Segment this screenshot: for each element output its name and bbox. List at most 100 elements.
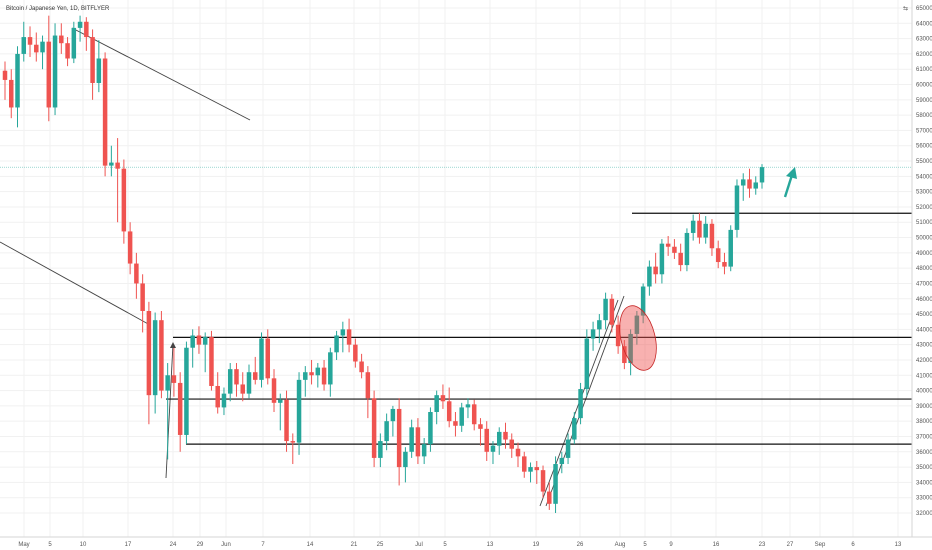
candle-body[interactable] [227,369,233,394]
candle-body[interactable] [146,311,152,396]
candle-body[interactable] [578,389,583,419]
candle-body[interactable] [184,347,189,435]
candle-body[interactable] [703,223,708,238]
candle-body[interactable] [259,338,264,380]
candle-body[interactable] [459,407,464,426]
candle-body[interactable] [759,167,765,183]
candle-body[interactable] [415,427,421,457]
candle-body[interactable] [46,41,52,108]
candle-body[interactable] [515,448,521,457]
candle-body[interactable] [565,439,571,458]
candle-body[interactable] [715,248,721,263]
candle-body[interactable] [90,37,95,83]
candle-body[interactable] [597,320,602,330]
candle-body[interactable] [678,252,683,266]
candle-body[interactable] [690,220,696,233]
candle-body[interactable] [165,375,170,391]
candle-body[interactable] [665,243,671,247]
candle-body[interactable] [346,329,352,345]
candle-body[interactable] [21,37,27,54]
candle-body[interactable] [615,324,621,347]
candle-body[interactable] [722,262,727,267]
candle-body[interactable] [177,382,183,435]
compare-icon[interactable]: ⇆ [903,5,908,12]
candle-body[interactable] [71,27,77,59]
candle-body[interactable] [9,79,14,108]
candle-body[interactable] [140,283,145,311]
candle-body[interactable] [52,35,58,108]
candle-body[interactable] [134,263,139,284]
candle-body[interactable] [634,315,640,334]
candle-body[interactable] [471,404,477,425]
candle-body[interactable] [628,333,633,364]
candle-body[interactable] [84,21,89,38]
candle-body[interactable] [534,467,540,471]
candle-body[interactable] [102,58,108,166]
candle-body[interactable] [709,223,715,249]
candle-body[interactable] [672,246,677,253]
candle-body[interactable] [196,335,202,345]
candle-body[interactable] [647,266,652,287]
candle-body[interactable] [640,286,646,316]
candle-body[interactable] [265,338,271,379]
candle-body[interactable] [328,352,333,385]
candle-body[interactable] [653,266,658,275]
candle-body[interactable] [409,427,414,452]
candle-body[interactable] [321,367,327,385]
candle-body[interactable] [403,451,408,468]
candle-body[interactable] [390,408,396,422]
candle-body[interactable] [278,399,283,403]
candle-body[interactable] [353,344,358,362]
candle-body[interactable] [109,162,114,166]
candle-body[interactable] [340,329,346,336]
candle-body[interactable] [747,179,752,189]
candle-body[interactable] [284,399,289,442]
candle-body[interactable] [315,367,321,376]
candle-body[interactable] [503,431,508,440]
candle-body[interactable] [440,395,446,402]
candle-body[interactable] [478,424,483,429]
candle-body[interactable] [396,408,402,468]
candle-body[interactable] [59,35,64,44]
candle-body[interactable] [622,346,627,364]
candle-body[interactable] [77,21,83,28]
candle-body[interactable] [428,412,433,445]
candle-body[interactable] [121,168,127,232]
candle-body[interactable] [290,441,296,443]
candle-body[interactable] [334,335,339,353]
candle-body[interactable] [296,379,302,443]
candle-body[interactable] [378,441,383,458]
candle-body[interactable] [728,229,733,267]
candle-body[interactable] [490,445,496,452]
candle-body[interactable] [190,335,195,348]
candle-body[interactable] [27,37,33,45]
candle-body[interactable] [309,372,314,376]
candle-body[interactable] [15,53,20,108]
candle-body[interactable] [371,398,377,458]
candle-body[interactable] [65,43,70,59]
candle-body[interactable] [734,185,740,230]
candle-body[interactable] [609,298,615,325]
candle-body[interactable] [603,298,608,321]
candle-body[interactable] [127,231,133,264]
candle-body[interactable] [359,361,364,373]
candle-body[interactable] [659,243,665,275]
candle-body[interactable] [528,467,533,472]
candle-body[interactable] [152,320,158,396]
candle-body[interactable] [96,58,102,83]
candle-body[interactable] [522,456,527,472]
candle-body[interactable] [115,162,120,169]
candle-body[interactable] [34,44,39,53]
candle-body[interactable] [553,464,558,504]
candle-body[interactable] [234,369,239,385]
candle-body[interactable] [252,372,258,380]
candle-body[interactable] [434,395,439,412]
candle-body[interactable] [303,372,308,380]
candle-body[interactable] [209,337,214,386]
candle-body[interactable] [446,401,452,422]
candle-body[interactable] [240,384,245,394]
candle-body[interactable] [365,372,371,399]
candle-body[interactable] [559,457,565,465]
candle-body[interactable] [271,378,277,403]
